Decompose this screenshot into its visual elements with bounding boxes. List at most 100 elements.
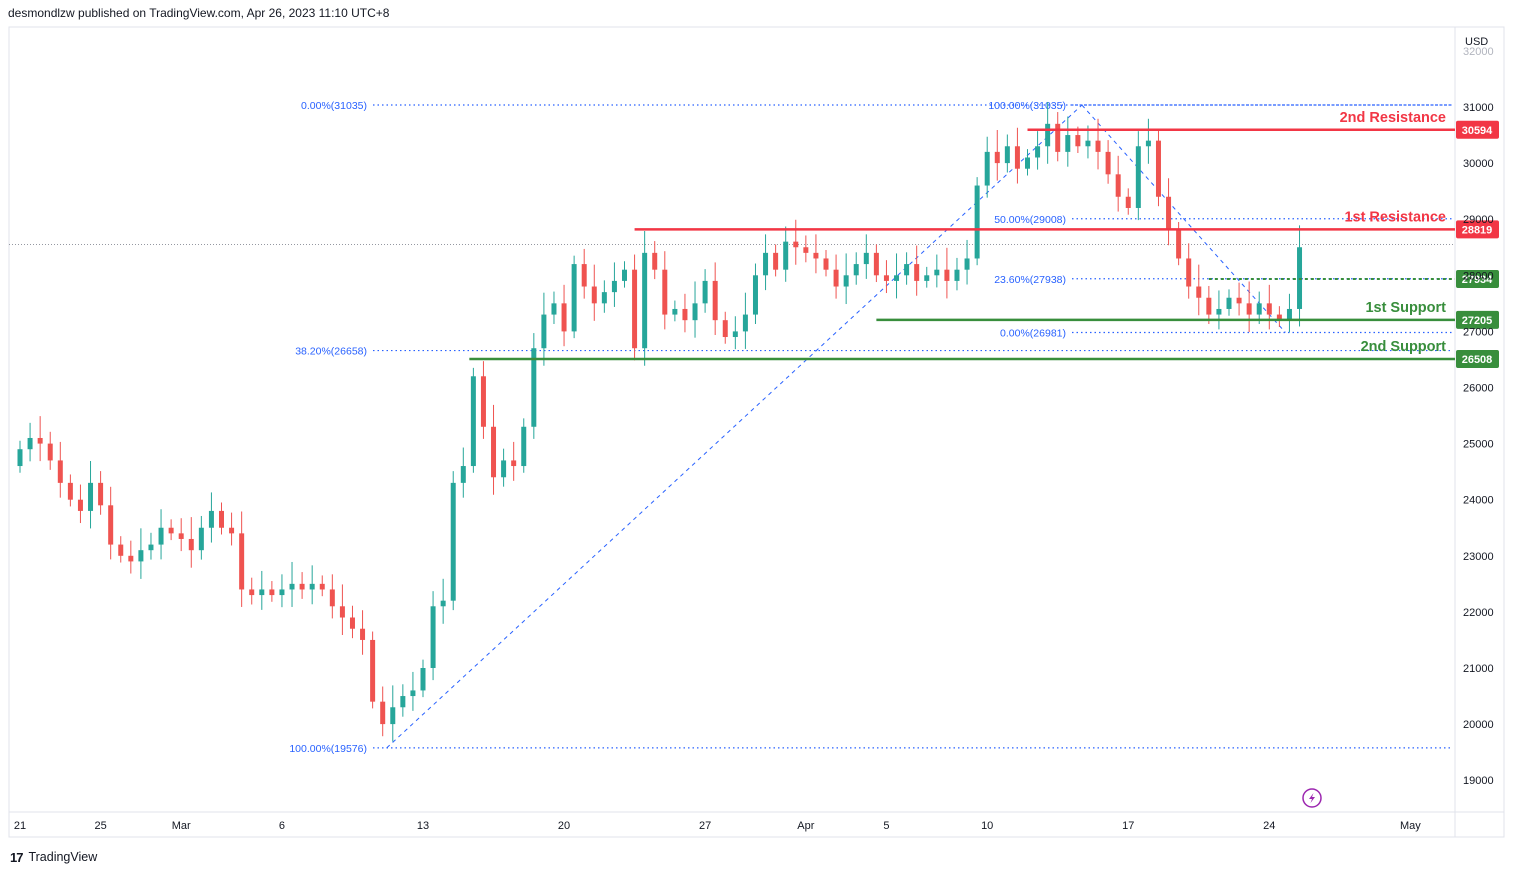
- candle-body: [158, 527, 164, 545]
- tv-logo-icon: 17: [10, 849, 24, 865]
- y-tick-label: 32000: [1463, 46, 1494, 58]
- candle-body: [1014, 146, 1020, 169]
- candle-body: [541, 314, 547, 349]
- candle-body: [894, 275, 900, 281]
- candle-body: [1145, 140, 1151, 147]
- candle-body: [853, 264, 859, 276]
- candle-body: [561, 303, 567, 332]
- candle-body: [702, 280, 708, 304]
- candle-body: [652, 252, 658, 270]
- candle-body: [1226, 297, 1232, 309]
- price-tag: [1456, 270, 1499, 289]
- candle-body: [742, 314, 748, 332]
- candle-body: [581, 264, 587, 287]
- price-chart[interactable]: 0.00%(31035) 38.20%(26658) 100.00%(19576) 1…: [0, 0, 1515, 845]
- price-tag-label: 26508: [1462, 354, 1493, 366]
- level-label: 2nd Resistance: [1340, 110, 1446, 126]
- x-tick-label: 10: [981, 820, 993, 832]
- fib_downswing-level-label: 100.00%(31035): [988, 100, 1066, 112]
- candle-body: [249, 589, 255, 596]
- fib_downswing-level-label: 23.60%(27938): [994, 274, 1066, 286]
- fib_upswing-trendline: [386, 104, 1083, 749]
- fib_upswing-level-label: 100.00%(19576): [289, 743, 367, 755]
- level-label: 1st Resistance: [1344, 209, 1446, 225]
- time-axis: 21 25 Mar 6 13 20 27 Apr 5 10 17 24 May: [14, 820, 1421, 832]
- candle-body: [642, 252, 648, 349]
- x-tick-label: Apr: [797, 820, 814, 832]
- footer: 17 TradingView: [10, 849, 97, 865]
- candle-body: [813, 252, 819, 259]
- fib_downswing-level-label: 50.00%(29008): [994, 214, 1066, 226]
- candle-body: [1065, 135, 1071, 152]
- y-tick-label: 28000: [1463, 270, 1494, 282]
- candle-body: [601, 292, 607, 304]
- candle-body: [622, 269, 627, 281]
- price-tag-label: 28819: [1462, 224, 1493, 236]
- candle-body: [229, 527, 235, 534]
- candle-body: [299, 583, 305, 590]
- level-label: 2nd Support: [1361, 339, 1447, 355]
- fib_downswing-level-label: 0.00%(26981): [1000, 327, 1066, 339]
- candle-body: [611, 280, 617, 293]
- candle-body: [1206, 297, 1212, 315]
- chart-frame: [8, 26, 1505, 838]
- candle-body: [1166, 196, 1172, 231]
- replay-bolt-icon[interactable]: [1302, 788, 1322, 808]
- candle-body: [944, 269, 950, 281]
- candle-body: [803, 247, 809, 253]
- x-tick-label: 5: [883, 820, 889, 832]
- candle-body: [722, 320, 728, 338]
- fib_upswing-level-label: 0.00%(31035): [301, 100, 367, 112]
- candle-body: [37, 437, 43, 444]
- y-tick-label: 24000: [1463, 495, 1494, 507]
- candle-body: [732, 331, 738, 338]
- fib_upswing-level-label: 38.20%(26658): [295, 346, 367, 358]
- candle-body: [1135, 146, 1141, 208]
- candle-body: [380, 701, 386, 725]
- candle-body: [1246, 303, 1252, 315]
- candle-body: [1155, 140, 1161, 197]
- candle-body: [763, 252, 769, 276]
- candle-body: [410, 690, 416, 697]
- candle-body: [269, 589, 275, 596]
- candle-body: [1095, 140, 1101, 152]
- candle-body: [460, 466, 466, 483]
- y-tick-label: 29000: [1463, 214, 1494, 226]
- candle-body: [863, 252, 869, 265]
- candle-body: [1256, 303, 1262, 315]
- y-tick-label: 26000: [1463, 383, 1494, 395]
- candle-body: [339, 606, 345, 618]
- publisher-header: desmondlzw published on TradingView.com,…: [8, 6, 390, 20]
- candle-body: [349, 617, 355, 629]
- candle-body: [511, 460, 517, 467]
- y-tick-label: 19000: [1463, 775, 1494, 787]
- x-tick-label: 13: [417, 820, 429, 832]
- candle-body: [752, 275, 758, 315]
- candle-body: [480, 376, 486, 427]
- candle-body: [793, 241, 799, 248]
- y-tick-label: 22000: [1463, 607, 1494, 619]
- candle-body: [883, 275, 889, 281]
- price-tag: [1456, 350, 1499, 369]
- candle-body: [833, 269, 839, 287]
- candle-body: [57, 460, 63, 483]
- price-axis: 19000 20000 21000 22000 23000 24000 25000 26000…: [1463, 46, 1494, 787]
- candle-body: [1266, 303, 1272, 315]
- candle-body: [188, 538, 194, 551]
- y-tick-label: 31000: [1463, 102, 1494, 114]
- x-tick-label: 17: [1122, 820, 1134, 832]
- level-label: 1st Support: [1365, 300, 1446, 316]
- candle-body: [1025, 157, 1030, 169]
- candle-body: [632, 269, 638, 349]
- candle-body: [108, 505, 114, 545]
- candle-body: [289, 583, 295, 590]
- x-tick-label: 25: [94, 820, 106, 832]
- candle-body: [682, 308, 688, 321]
- candle-body: [470, 376, 476, 467]
- candle-body: [1035, 146, 1041, 158]
- candle-body: [208, 510, 214, 528]
- candle-body: [370, 639, 376, 702]
- candle-body: [994, 151, 1000, 164]
- candle-body: [904, 264, 910, 276]
- candle-body: [521, 426, 527, 467]
